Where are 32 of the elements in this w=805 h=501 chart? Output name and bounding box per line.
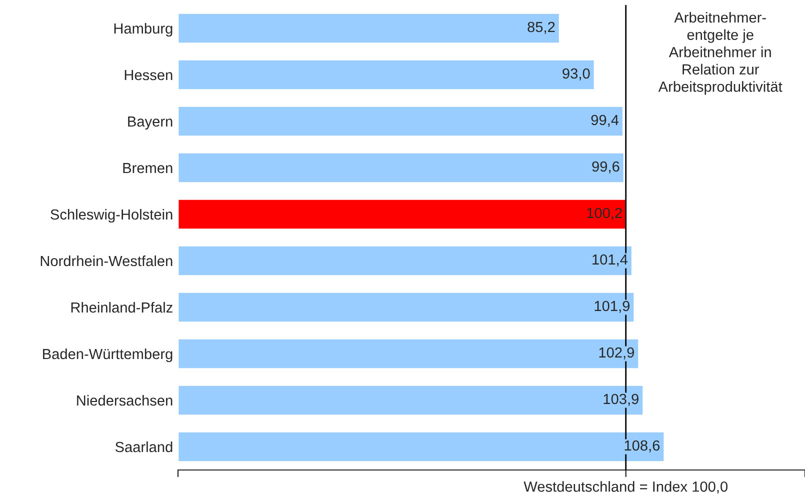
data-label: 93,0 [562,68,590,80]
y-tick-label: Bremen [123,163,172,174]
data-label: 108,6 [624,440,660,452]
bar [178,244,633,277]
ref-line-label: Westdeutschland = Index 100,0 [524,481,728,494]
y-tick-label: Bayern [128,116,172,130]
data-label: 85,2 [528,22,555,34]
data-label: 99,6 [592,161,620,174]
bar [178,338,640,370]
bar [178,152,625,184]
bar [178,430,666,463]
data-label: 103,9 [604,394,638,406]
annotation: Arbeitnehmer- entgelte je Arbeitnehmer in Relation zur Arbeitsproduktivität [658,12,782,95]
data-label: 101,9 [594,300,630,313]
data-label: 99,4 [591,114,619,127]
y-tick-label: Niedersachsen [77,394,172,406]
y-tick-label: Baden-Württemberg [43,348,172,362]
y-tick-label: Nordrhein-Westfalen [40,255,172,266]
bar [178,384,644,416]
bar [178,198,628,230]
y-tick-label: Hamburg [114,22,172,37]
y-tick-label: Hessen [124,70,172,80]
y-tick-label: Saarland [115,441,172,452]
y-tick-label: Rheinland-Pfalz [71,302,172,313]
data-label: 101,4 [592,254,628,266]
data-label: 100,2 [587,208,622,220]
y-tick-label: Schleswig-Holstein [50,208,172,223]
bar [178,12,560,44]
bar [178,105,624,138]
bar [178,58,596,91]
bar [178,291,636,324]
data-label: 102,9 [599,347,634,360]
